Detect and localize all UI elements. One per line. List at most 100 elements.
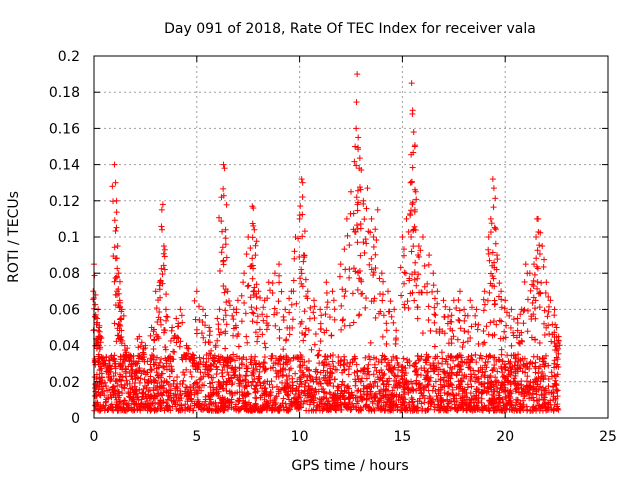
- baseline-point: [366, 356, 373, 363]
- data-point-cluster: [116, 278, 123, 285]
- baseline-point: [531, 386, 538, 393]
- baseline-point: [238, 380, 245, 387]
- data-point-cluster: [232, 322, 239, 329]
- baseline-point: [532, 359, 539, 366]
- baseline-point: [545, 362, 552, 369]
- baseline-point: [117, 363, 124, 370]
- baseline-point: [341, 366, 348, 373]
- baseline-point: [279, 372, 286, 379]
- baseline-point: [298, 389, 305, 396]
- baseline-point: [382, 355, 389, 362]
- baseline-point: [180, 369, 187, 376]
- baseline-point: [97, 407, 104, 414]
- data-point-cluster: [90, 296, 97, 303]
- baseline-point: [267, 389, 274, 396]
- baseline-point: [429, 387, 436, 394]
- baseline-point: [338, 357, 345, 364]
- baseline-point: [414, 404, 421, 411]
- baseline-point: [372, 379, 379, 386]
- baseline-point: [475, 375, 482, 382]
- baseline-point: [333, 366, 340, 373]
- baseline-point: [442, 358, 449, 365]
- y-tick-label: 0.1: [58, 230, 80, 246]
- baseline-point: [157, 384, 164, 391]
- baseline-point: [105, 395, 112, 402]
- data-point-cluster: [135, 352, 142, 359]
- baseline-point: [379, 377, 386, 384]
- data-point-cluster: [99, 355, 106, 362]
- baseline-point: [254, 379, 261, 386]
- baseline-point: [259, 406, 266, 413]
- baseline-point: [377, 407, 384, 414]
- baseline-point: [387, 367, 394, 374]
- baseline-point: [200, 373, 207, 380]
- baseline-point: [414, 353, 421, 360]
- baseline-point: [216, 395, 223, 402]
- baseline-point: [120, 400, 127, 407]
- data-point: [111, 161, 118, 168]
- baseline-point: [202, 363, 209, 370]
- baseline-point: [362, 354, 369, 361]
- data-point-cluster: [222, 328, 229, 335]
- baseline-point: [383, 363, 390, 370]
- data-point-cluster: [247, 294, 254, 301]
- baseline-point: [313, 403, 320, 410]
- baseline-point: [536, 356, 543, 363]
- baseline-point: [288, 400, 295, 407]
- baseline-point: [406, 358, 413, 365]
- baseline-point: [421, 367, 428, 374]
- baseline-point: [250, 367, 257, 374]
- baseline-point: [332, 395, 339, 402]
- baseline-point: [403, 377, 410, 384]
- data-point-cluster: [223, 201, 230, 208]
- data-point-cluster: [222, 307, 229, 314]
- baseline-point: [413, 372, 420, 379]
- baseline-point: [289, 379, 296, 386]
- data-point-cluster: [156, 309, 163, 316]
- data-point-cluster: [134, 335, 141, 342]
- baseline-point: [138, 400, 145, 407]
- baseline-point: [303, 407, 310, 414]
- baseline-point: [445, 390, 452, 397]
- data-point-cluster: [248, 304, 255, 311]
- data-point-cluster: [230, 351, 237, 358]
- baseline-point: [286, 372, 293, 379]
- baseline-point: [478, 390, 485, 397]
- baseline-point: [357, 404, 364, 411]
- baseline-point: [268, 355, 275, 362]
- baseline-point: [215, 378, 222, 385]
- baseline-point: [539, 368, 546, 375]
- baseline-point: [163, 378, 170, 385]
- baseline-point: [432, 378, 439, 385]
- baseline-point: [398, 364, 405, 371]
- data-point-cluster: [155, 335, 162, 342]
- data-point-cluster: [163, 317, 170, 324]
- data-point-cluster: [176, 343, 183, 350]
- baseline-point: [155, 364, 162, 371]
- baseline-point: [479, 366, 486, 373]
- data-point: [113, 197, 120, 204]
- baseline-point: [176, 397, 183, 404]
- baseline-point: [166, 373, 173, 380]
- baseline-point: [191, 380, 198, 387]
- baseline-point: [225, 372, 232, 379]
- baseline-point: [440, 398, 447, 405]
- baseline-point: [261, 378, 268, 385]
- baseline-point: [453, 371, 460, 378]
- baseline-point: [204, 371, 211, 378]
- baseline-point: [276, 356, 283, 363]
- baseline-point: [390, 353, 397, 360]
- baseline-point: [453, 354, 460, 361]
- baseline-point: [172, 385, 179, 392]
- baseline-point: [223, 387, 230, 394]
- data-point-cluster: [215, 326, 222, 333]
- data-point-cluster: [117, 353, 124, 360]
- baseline-point: [406, 404, 413, 411]
- baseline-point: [509, 407, 516, 414]
- baseline-point: [485, 354, 492, 361]
- data-point: [221, 165, 228, 172]
- baseline-point: [335, 403, 342, 410]
- baseline-point: [393, 391, 400, 398]
- baseline-point: [541, 363, 548, 370]
- baseline-point: [145, 378, 152, 385]
